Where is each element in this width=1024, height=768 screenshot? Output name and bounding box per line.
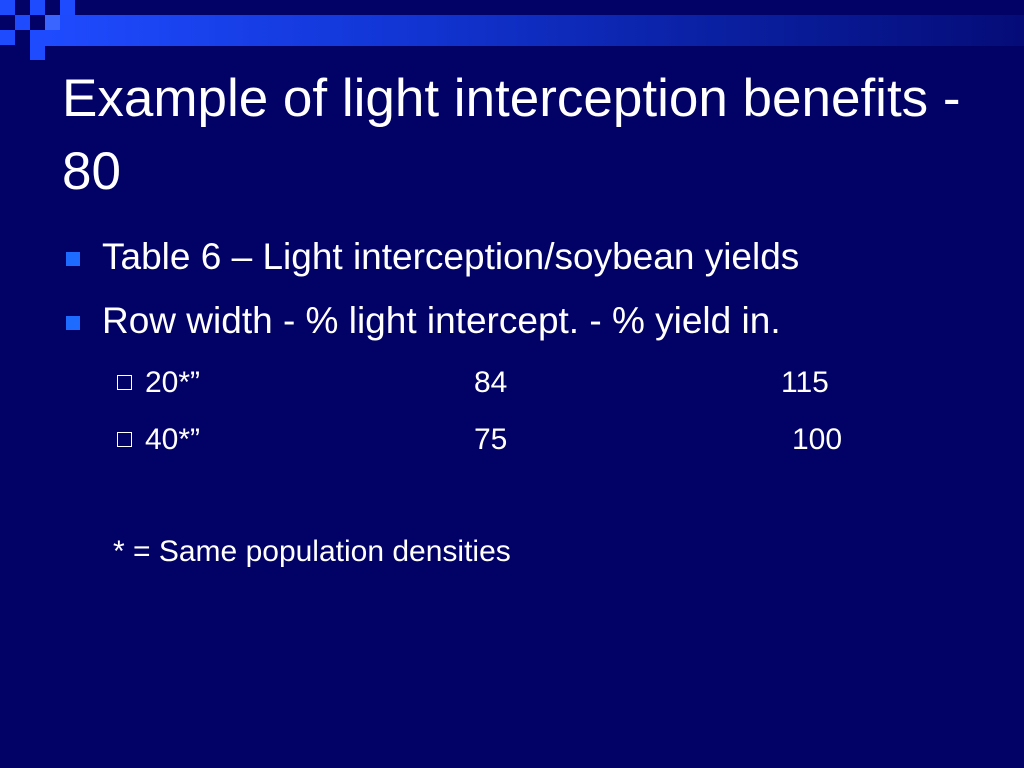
bullet-mark (66, 316, 80, 330)
deco-square (30, 30, 45, 45)
deco-square (0, 0, 15, 15)
deco-square (60, 0, 75, 15)
bullet-mark (66, 252, 80, 266)
sub-bullet-mark (117, 432, 132, 447)
cell: 84 (474, 366, 508, 399)
cell: 75 (474, 423, 508, 456)
header-bar (45, 15, 1024, 46)
deco-square (30, 0, 45, 15)
cell: 115 (781, 366, 829, 399)
cell: 100 (792, 423, 843, 456)
footnote: * = Same population densities (113, 535, 511, 568)
bullet-text: Row width - % light intercept. - % yield… (102, 300, 781, 341)
table-row: 20*” 84 115 (0, 366, 1024, 400)
deco-square (15, 15, 30, 30)
deco-square (45, 15, 60, 30)
cell: 20*” (145, 366, 201, 399)
slide-title: Example of light interception benefits -… (62, 69, 961, 201)
table-row: 40*” 75 100 (0, 423, 1024, 457)
deco-square (30, 45, 45, 60)
cell: 40*” (145, 423, 201, 456)
deco-square (0, 30, 15, 45)
sub-bullet-mark (117, 375, 132, 390)
bullet-text: Table 6 – Light interception/soybean yie… (102, 236, 800, 277)
